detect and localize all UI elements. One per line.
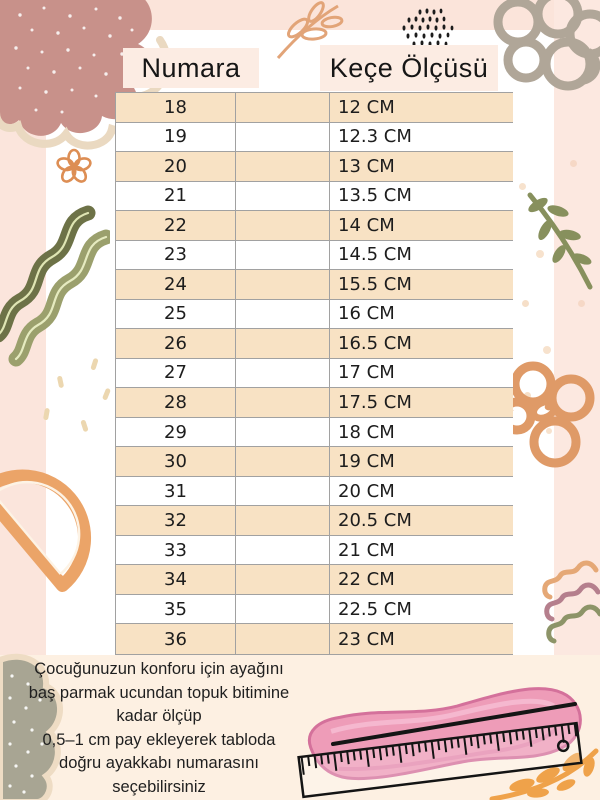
cell-spacer [235,506,329,535]
cell-numara: 27 [164,362,187,384]
cell-spacer [235,181,329,211]
cell-olcu: 16 CM [329,299,513,329]
cell-olcu: 19 CM [329,447,513,476]
speckle-dot [546,428,552,434]
table-row: 34 22 CM [116,565,513,595]
speckle-dot [522,300,529,307]
table-row: 31 20 CM [116,476,513,507]
cell-spacer [235,624,329,654]
measurement-instructions: Çocuğunuzun konforu için ayağını baş par… [28,660,290,796]
table-row: 21 13.5 CM [116,181,513,212]
cell-numara: 18 [164,96,187,118]
cell-olcu: 15.5 CM [329,270,513,299]
table-row: 32 20.5 CM [116,506,513,536]
cell-spacer [235,270,329,299]
cell-spacer [235,329,329,358]
speckle-dot [524,392,531,399]
cell-numara: 31 [164,480,187,502]
table-row: 22 14 CM [116,211,513,241]
table-row: 18 12 CM [116,93,513,123]
cell-numara: 33 [164,539,187,561]
size-table: 18 12 CM 19 12.3 CM 20 13 CM 21 13.5 CM … [115,92,513,655]
table-row: 20 13 CM [116,152,513,182]
frame-strip-right [554,0,600,718]
cell-olcu: 14 CM [329,211,513,240]
speckle-dot [570,160,577,167]
table-row: 26 16.5 CM [116,329,513,359]
column-header-numara: Numara [123,48,259,88]
cell-spacer [235,476,329,506]
cell-spacer [235,594,329,624]
cell-olcu: 13 CM [329,152,513,181]
cell-numara: 32 [164,510,187,532]
cell-olcu: 20.5 CM [329,506,513,535]
table-row: 25 16 CM [116,299,513,330]
cell-spacer [235,447,329,476]
cell-olcu: 17.5 CM [329,388,513,417]
cell-spacer [235,299,329,329]
cell-numara: 21 [164,185,187,207]
cell-numara: 35 [164,598,187,620]
cell-olcu: 23 CM [329,624,513,654]
cell-spacer [235,417,329,447]
table-row: 36 23 CM [116,624,513,654]
cell-spacer [235,240,329,270]
cell-numara: 26 [164,332,187,354]
cell-olcu: 16.5 CM [329,329,513,358]
cell-numara: 23 [164,244,187,266]
cell-olcu: 12.3 CM [329,122,513,152]
table-row: 24 15.5 CM [116,270,513,300]
frame-strip-top [0,0,600,30]
cell-numara: 34 [164,569,187,591]
cell-spacer [235,122,329,152]
cell-spacer [235,358,329,388]
cell-olcu: 21 CM [329,535,513,565]
cell-olcu: 13.5 CM [329,181,513,211]
table-row: 28 17.5 CM [116,388,513,418]
table-row: 30 19 CM [116,447,513,477]
cell-olcu: 22 CM [329,565,513,594]
cell-numara: 20 [164,155,187,177]
cell-olcu: 17 CM [329,358,513,388]
cell-olcu: 18 CM [329,417,513,447]
cell-olcu: 12 CM [329,93,513,122]
cell-spacer [235,211,329,240]
cell-olcu: 22.5 CM [329,594,513,624]
table-row: 29 18 CM [116,417,513,448]
frame-strip-left [0,0,46,662]
cell-spacer [235,388,329,417]
cell-numara: 19 [164,126,187,148]
column-header-kece-olcusu: Keçe Ölçüsü [320,45,498,91]
cell-spacer [235,93,329,122]
cell-numara: 36 [164,628,187,650]
cell-spacer [235,152,329,181]
speckle-dot [578,300,585,307]
cell-numara: 22 [164,214,187,236]
cell-numara: 25 [164,303,187,325]
speckle-dot [519,183,526,190]
cell-spacer [235,535,329,565]
table-row: 35 22.5 CM [116,594,513,625]
cell-olcu: 14.5 CM [329,240,513,270]
cell-numara: 28 [164,392,187,414]
cell-numara: 29 [164,421,187,443]
cell-numara: 30 [164,451,187,473]
cell-olcu: 20 CM [329,476,513,506]
flower-small-left-decoration [56,148,92,183]
speckle-dot [536,250,544,258]
table-row: 19 12.3 CM [116,122,513,153]
speckle-dot [543,346,551,354]
table-row: 33 21 CM [116,535,513,566]
cell-spacer [235,565,329,594]
table-row: 23 14.5 CM [116,240,513,271]
table-row: 27 17 CM [116,358,513,389]
cell-numara: 24 [164,273,187,295]
